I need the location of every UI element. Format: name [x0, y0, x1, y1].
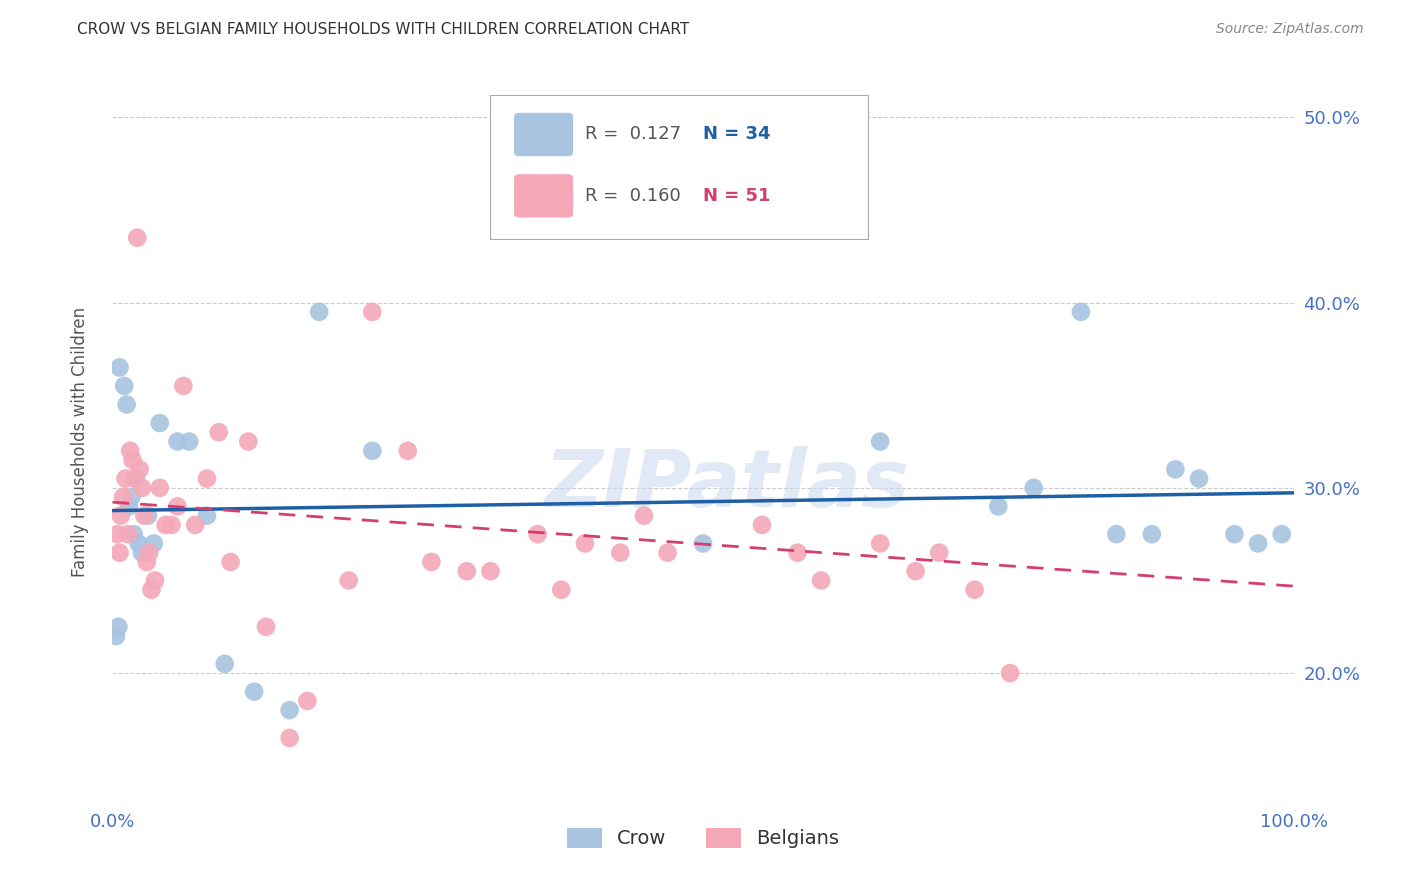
- Point: [609, 546, 631, 560]
- Point: [278, 731, 301, 745]
- Point: [243, 684, 266, 698]
- Point: [143, 574, 166, 588]
- Point: [1105, 527, 1128, 541]
- Point: [141, 582, 163, 597]
- Point: [479, 564, 502, 578]
- Point: [114, 472, 136, 486]
- Point: [149, 481, 172, 495]
- Point: [869, 536, 891, 550]
- Point: [122, 527, 145, 541]
- Point: [179, 434, 201, 449]
- Point: [361, 443, 384, 458]
- Point: [219, 555, 242, 569]
- Point: [131, 481, 153, 495]
- Text: N = 51: N = 51: [703, 187, 770, 205]
- Point: [998, 666, 1021, 681]
- Point: [155, 517, 177, 532]
- Legend: Crow, Belgians: Crow, Belgians: [557, 818, 849, 858]
- Point: [1247, 536, 1270, 550]
- Point: [396, 443, 419, 458]
- Point: [361, 305, 384, 319]
- Point: [120, 490, 142, 504]
- Point: [184, 517, 207, 532]
- Point: [112, 490, 135, 504]
- Point: [138, 546, 160, 560]
- Text: CROW VS BELGIAN FAMILY HOUSEHOLDS WITH CHILDREN CORRELATION CHART: CROW VS BELGIAN FAMILY HOUSEHOLDS WITH C…: [77, 22, 689, 37]
- Point: [117, 527, 139, 541]
- Point: [112, 379, 135, 393]
- Point: [786, 546, 808, 560]
- Point: [166, 434, 188, 449]
- Point: [574, 536, 596, 550]
- Point: [1022, 481, 1045, 495]
- Point: [131, 546, 153, 560]
- Point: [121, 453, 143, 467]
- Point: [633, 508, 655, 523]
- Point: [124, 472, 146, 486]
- Point: [278, 703, 301, 717]
- Point: [657, 546, 679, 560]
- Point: [166, 500, 188, 514]
- Text: R =  0.127: R = 0.127: [585, 126, 681, 144]
- Point: [692, 194, 714, 208]
- Point: [107, 620, 129, 634]
- Point: [195, 472, 218, 486]
- Point: [456, 564, 478, 578]
- Point: [105, 527, 128, 541]
- Point: [869, 434, 891, 449]
- Text: ZIPatlas: ZIPatlas: [544, 446, 910, 524]
- FancyBboxPatch shape: [515, 112, 574, 156]
- Point: [134, 508, 156, 523]
- Point: [297, 694, 319, 708]
- Point: [420, 555, 443, 569]
- Point: [1188, 472, 1211, 486]
- Point: [751, 517, 773, 532]
- Y-axis label: Family Households with Children: Family Households with Children: [70, 307, 89, 576]
- Point: [127, 231, 149, 245]
- FancyBboxPatch shape: [491, 95, 869, 239]
- Point: [692, 536, 714, 550]
- Point: [963, 582, 986, 597]
- Point: [118, 500, 141, 514]
- Point: [1223, 527, 1246, 541]
- Point: [550, 582, 572, 597]
- Point: [108, 360, 131, 375]
- Point: [142, 536, 165, 550]
- Text: Source: ZipAtlas.com: Source: ZipAtlas.com: [1216, 22, 1364, 37]
- Text: R =  0.160: R = 0.160: [585, 187, 681, 205]
- Point: [120, 443, 142, 458]
- Point: [1140, 527, 1163, 541]
- Point: [254, 620, 277, 634]
- Point: [110, 508, 132, 523]
- Point: [1271, 527, 1294, 541]
- Point: [125, 472, 148, 486]
- Point: [526, 527, 548, 541]
- Point: [1070, 305, 1092, 319]
- Point: [308, 305, 330, 319]
- FancyBboxPatch shape: [515, 174, 574, 218]
- Point: [115, 397, 138, 411]
- Point: [208, 425, 231, 440]
- Point: [160, 517, 183, 532]
- Point: [105, 629, 128, 643]
- Point: [149, 416, 172, 430]
- Point: [108, 546, 131, 560]
- Point: [1164, 462, 1187, 476]
- Text: N = 34: N = 34: [703, 126, 770, 144]
- Point: [195, 508, 218, 523]
- Point: [135, 555, 157, 569]
- Point: [337, 574, 360, 588]
- Point: [136, 508, 159, 523]
- Point: [928, 546, 950, 560]
- Point: [128, 462, 150, 476]
- Point: [214, 657, 236, 671]
- Point: [987, 500, 1010, 514]
- Point: [904, 564, 927, 578]
- Point: [238, 434, 260, 449]
- Point: [172, 379, 194, 393]
- Point: [810, 574, 832, 588]
- Point: [127, 536, 149, 550]
